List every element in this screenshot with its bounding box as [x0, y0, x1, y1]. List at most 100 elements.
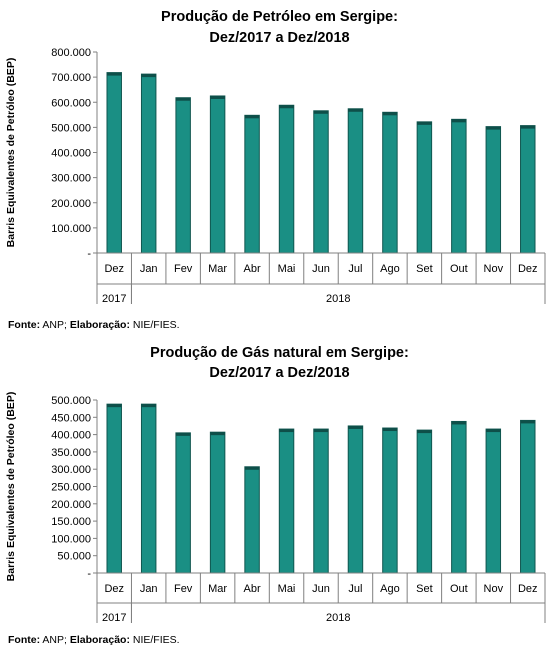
x-tick-label: Jul	[348, 263, 362, 275]
bar-top-shade	[279, 105, 294, 109]
bar-top-shade	[279, 429, 294, 433]
bar-top-shade	[417, 430, 432, 434]
bar	[106, 72, 122, 254]
bar	[313, 110, 329, 254]
x-tick-label: Fev	[174, 263, 193, 275]
y-tick-label: 600.000	[51, 97, 91, 109]
bar	[209, 431, 226, 574]
bar	[416, 429, 433, 574]
bar	[485, 428, 502, 574]
bar	[416, 121, 433, 254]
credit-label: Elaboração:	[69, 634, 130, 646]
y-tick-label: 200.000	[51, 499, 91, 511]
x-tick-label: Ago	[380, 583, 400, 595]
gas-bar-chart-svg: Barris Equivalentes de Petróleo (BEP) - 50…	[5, 392, 546, 624]
chart-subtitle: Dez/2017 a Dez/2018	[209, 365, 350, 381]
bar	[520, 419, 536, 574]
bar-top-shade	[520, 420, 536, 424]
y-tick-label: 500.000	[51, 395, 91, 407]
credit-text: NIE/FIES.	[129, 634, 180, 646]
source-label: Fonte:	[8, 319, 41, 331]
x-tick-label: Out	[450, 263, 468, 275]
bar	[520, 125, 536, 254]
x-tick-label: Mai	[278, 263, 296, 275]
y-tick-label: 200.000	[51, 198, 91, 210]
y-tick-label: 250.000	[51, 482, 91, 494]
x-tick-label: Mar	[208, 583, 227, 595]
bar-top-shade	[486, 429, 501, 433]
bar	[347, 108, 364, 254]
y-tick-label: 150.000	[51, 516, 91, 528]
y-tick-label: -	[87, 248, 91, 260]
bar-top-shade	[313, 110, 329, 114]
bar-top-shade	[348, 425, 363, 429]
year-label: 2018	[326, 612, 350, 624]
year-label: 2017	[102, 612, 126, 624]
y-tick-label: 300.000	[51, 464, 91, 476]
bar	[244, 114, 260, 254]
oil-production-chart: Produção de Petróleo em Sergipe: Dez/201…	[5, 9, 546, 331]
source-note: Fonte: ANP; Elaboração: NIE/FIES.	[8, 319, 180, 331]
bar	[313, 428, 329, 574]
y-tick-label: -	[87, 568, 91, 580]
y-tick-label: 450.000	[51, 412, 91, 424]
bar-top-shade	[175, 432, 191, 436]
bar-top-shade	[451, 119, 467, 123]
bar	[278, 104, 295, 254]
x-tick-label: Dez	[518, 583, 538, 595]
x-tick-label: Jul	[348, 583, 362, 595]
bar-top-shade	[141, 74, 156, 78]
bar	[140, 403, 157, 574]
x-tick-label: Dez	[104, 263, 124, 275]
source-text: ANP;	[40, 319, 70, 331]
bar	[382, 427, 398, 574]
bar	[485, 126, 502, 254]
bar	[106, 403, 122, 574]
bar	[278, 428, 295, 574]
bar	[382, 111, 398, 254]
bar-top-shade	[106, 72, 122, 76]
y-tick-label: 300.000	[51, 173, 91, 185]
bar	[244, 466, 260, 574]
y-tick-label: 50.000	[57, 551, 91, 563]
y-axis-label: Barris Equivalentes de Petróleo (BEP)	[5, 392, 17, 582]
year-label: 2017	[102, 293, 126, 305]
bar-top-shade	[244, 115, 260, 119]
x-tick-label: Mar	[208, 263, 227, 275]
y-tick-label: 400.000	[51, 148, 91, 160]
x-tick-label: Dez	[518, 263, 538, 275]
x-tick-label: Out	[450, 583, 468, 595]
oil-bar-chart-svg: Barris Equivalentes de Petróleo (BEP) - 10…	[5, 47, 546, 305]
y-tick-label: 800.000	[51, 47, 91, 59]
bar-top-shade	[141, 404, 156, 408]
bar-top-shade	[520, 125, 536, 129]
bar-top-shade	[382, 428, 398, 432]
bar	[451, 420, 467, 574]
y-axis-label: Barris Equivalentes de Petróleo (BEP)	[5, 58, 17, 248]
bar-top-shade	[313, 429, 329, 433]
x-tick-label: Fev	[174, 583, 193, 595]
y-tick-label: 100.000	[51, 223, 91, 235]
x-tick-label: Set	[416, 583, 433, 595]
bar-top-shade	[451, 421, 467, 425]
credit-label: Elaboração:	[69, 319, 130, 331]
x-tick-label: Mai	[278, 583, 296, 595]
x-tick-label: Jan	[140, 583, 158, 595]
x-tick-label: Jun	[312, 263, 330, 275]
bar	[347, 425, 364, 574]
x-tick-label: Abr	[244, 583, 261, 595]
bar-top-shade	[175, 97, 191, 101]
y-tick-label: 400.000	[51, 430, 91, 442]
bar-top-shade	[106, 404, 122, 408]
bar-top-shade	[244, 466, 260, 470]
x-tick-label: Dez	[104, 583, 124, 595]
x-tick-label: Jan	[140, 263, 158, 275]
bar	[140, 73, 157, 254]
chart-subtitle: Dez/2017 a Dez/2018	[209, 30, 350, 46]
y-tick-label: 100.000	[51, 533, 91, 545]
source-note: Fonte: ANP; Elaboração: NIE/FIES.	[8, 634, 180, 646]
x-tick-label: Jun	[312, 583, 330, 595]
gas-production-chart: Produção de Gás natural em Sergipe: Dez/…	[0, 336, 559, 652]
bar	[175, 432, 191, 574]
year-label: 2018	[326, 293, 350, 305]
